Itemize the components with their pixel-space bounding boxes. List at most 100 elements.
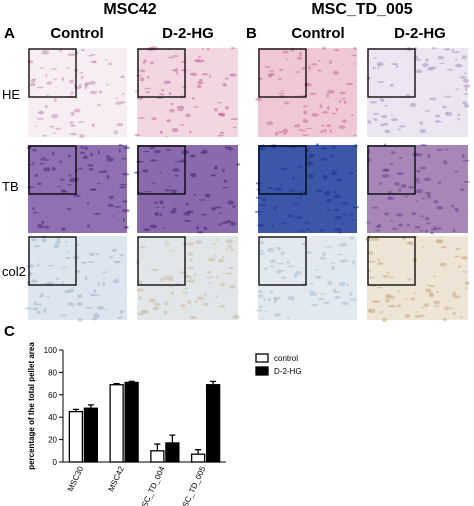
cell <box>339 99 342 104</box>
cell <box>442 105 448 109</box>
cell <box>148 300 152 303</box>
cell <box>122 208 130 213</box>
cell <box>164 189 171 192</box>
cell <box>182 291 189 294</box>
cell <box>263 297 266 301</box>
cell <box>429 284 435 288</box>
inset <box>258 236 307 286</box>
cell <box>44 104 48 109</box>
cell <box>143 191 152 193</box>
cell <box>122 218 125 223</box>
cell <box>39 162 45 165</box>
cell <box>75 269 81 274</box>
cell <box>121 101 126 104</box>
cell <box>221 221 228 225</box>
cell <box>399 125 406 128</box>
cell <box>304 127 313 130</box>
cell <box>433 226 436 230</box>
cell <box>331 145 336 149</box>
cell <box>369 276 375 279</box>
cell <box>113 130 118 135</box>
cell <box>286 317 291 319</box>
cell <box>384 298 391 303</box>
cell <box>433 200 439 204</box>
cell <box>414 225 421 229</box>
cell <box>415 153 423 157</box>
legend-label: D-2-HG <box>274 367 302 376</box>
cell <box>139 246 147 249</box>
cell <box>119 254 125 257</box>
cell <box>333 190 337 194</box>
cell <box>104 59 108 61</box>
cell <box>176 105 185 110</box>
cell <box>339 91 347 95</box>
inset <box>137 48 186 98</box>
cell <box>232 314 240 319</box>
cell <box>404 195 408 198</box>
cell <box>73 194 81 198</box>
cell <box>45 73 48 77</box>
cell <box>422 62 429 68</box>
cell <box>121 157 127 160</box>
cell <box>77 121 85 123</box>
cell <box>183 212 188 216</box>
cell <box>97 103 101 107</box>
cell <box>46 81 53 85</box>
cell <box>267 186 274 190</box>
cell <box>106 157 115 162</box>
inset <box>137 145 186 195</box>
cell <box>258 204 267 207</box>
cell <box>454 58 458 61</box>
cell <box>34 125 37 128</box>
cell <box>380 114 388 119</box>
cell <box>294 215 297 218</box>
cell <box>172 168 180 172</box>
cell <box>419 128 427 134</box>
cell <box>326 93 330 98</box>
cell <box>43 308 47 313</box>
cell <box>371 237 380 242</box>
cell <box>324 177 328 180</box>
cell <box>462 78 470 83</box>
cell <box>92 314 101 318</box>
cell <box>151 117 157 121</box>
cell <box>427 153 431 159</box>
cell <box>64 240 68 243</box>
cell <box>420 198 425 200</box>
cell <box>77 318 83 322</box>
cell <box>266 247 275 253</box>
cell <box>463 104 470 108</box>
cell <box>109 256 113 259</box>
cell <box>301 94 308 97</box>
cell <box>140 77 145 82</box>
cell <box>377 287 382 289</box>
cell <box>96 182 101 185</box>
cell <box>264 66 271 68</box>
cell <box>452 312 456 315</box>
cell <box>444 111 453 116</box>
cell <box>317 297 325 301</box>
cell <box>59 314 68 317</box>
cell <box>227 148 234 151</box>
cell <box>284 101 290 105</box>
cell <box>62 266 68 269</box>
cell <box>187 300 192 305</box>
cell <box>165 240 168 244</box>
cell <box>189 315 195 319</box>
cell <box>390 63 399 66</box>
cell <box>66 208 72 210</box>
cell <box>229 73 237 77</box>
cell <box>80 145 84 149</box>
cell <box>233 126 237 129</box>
cell <box>230 248 234 252</box>
cell <box>305 251 313 254</box>
cell <box>331 112 338 115</box>
cell <box>377 81 385 84</box>
cell <box>184 219 192 223</box>
cell <box>431 47 437 50</box>
cell <box>190 154 196 158</box>
cell <box>414 177 420 183</box>
cell <box>154 201 158 204</box>
cell <box>273 296 281 300</box>
